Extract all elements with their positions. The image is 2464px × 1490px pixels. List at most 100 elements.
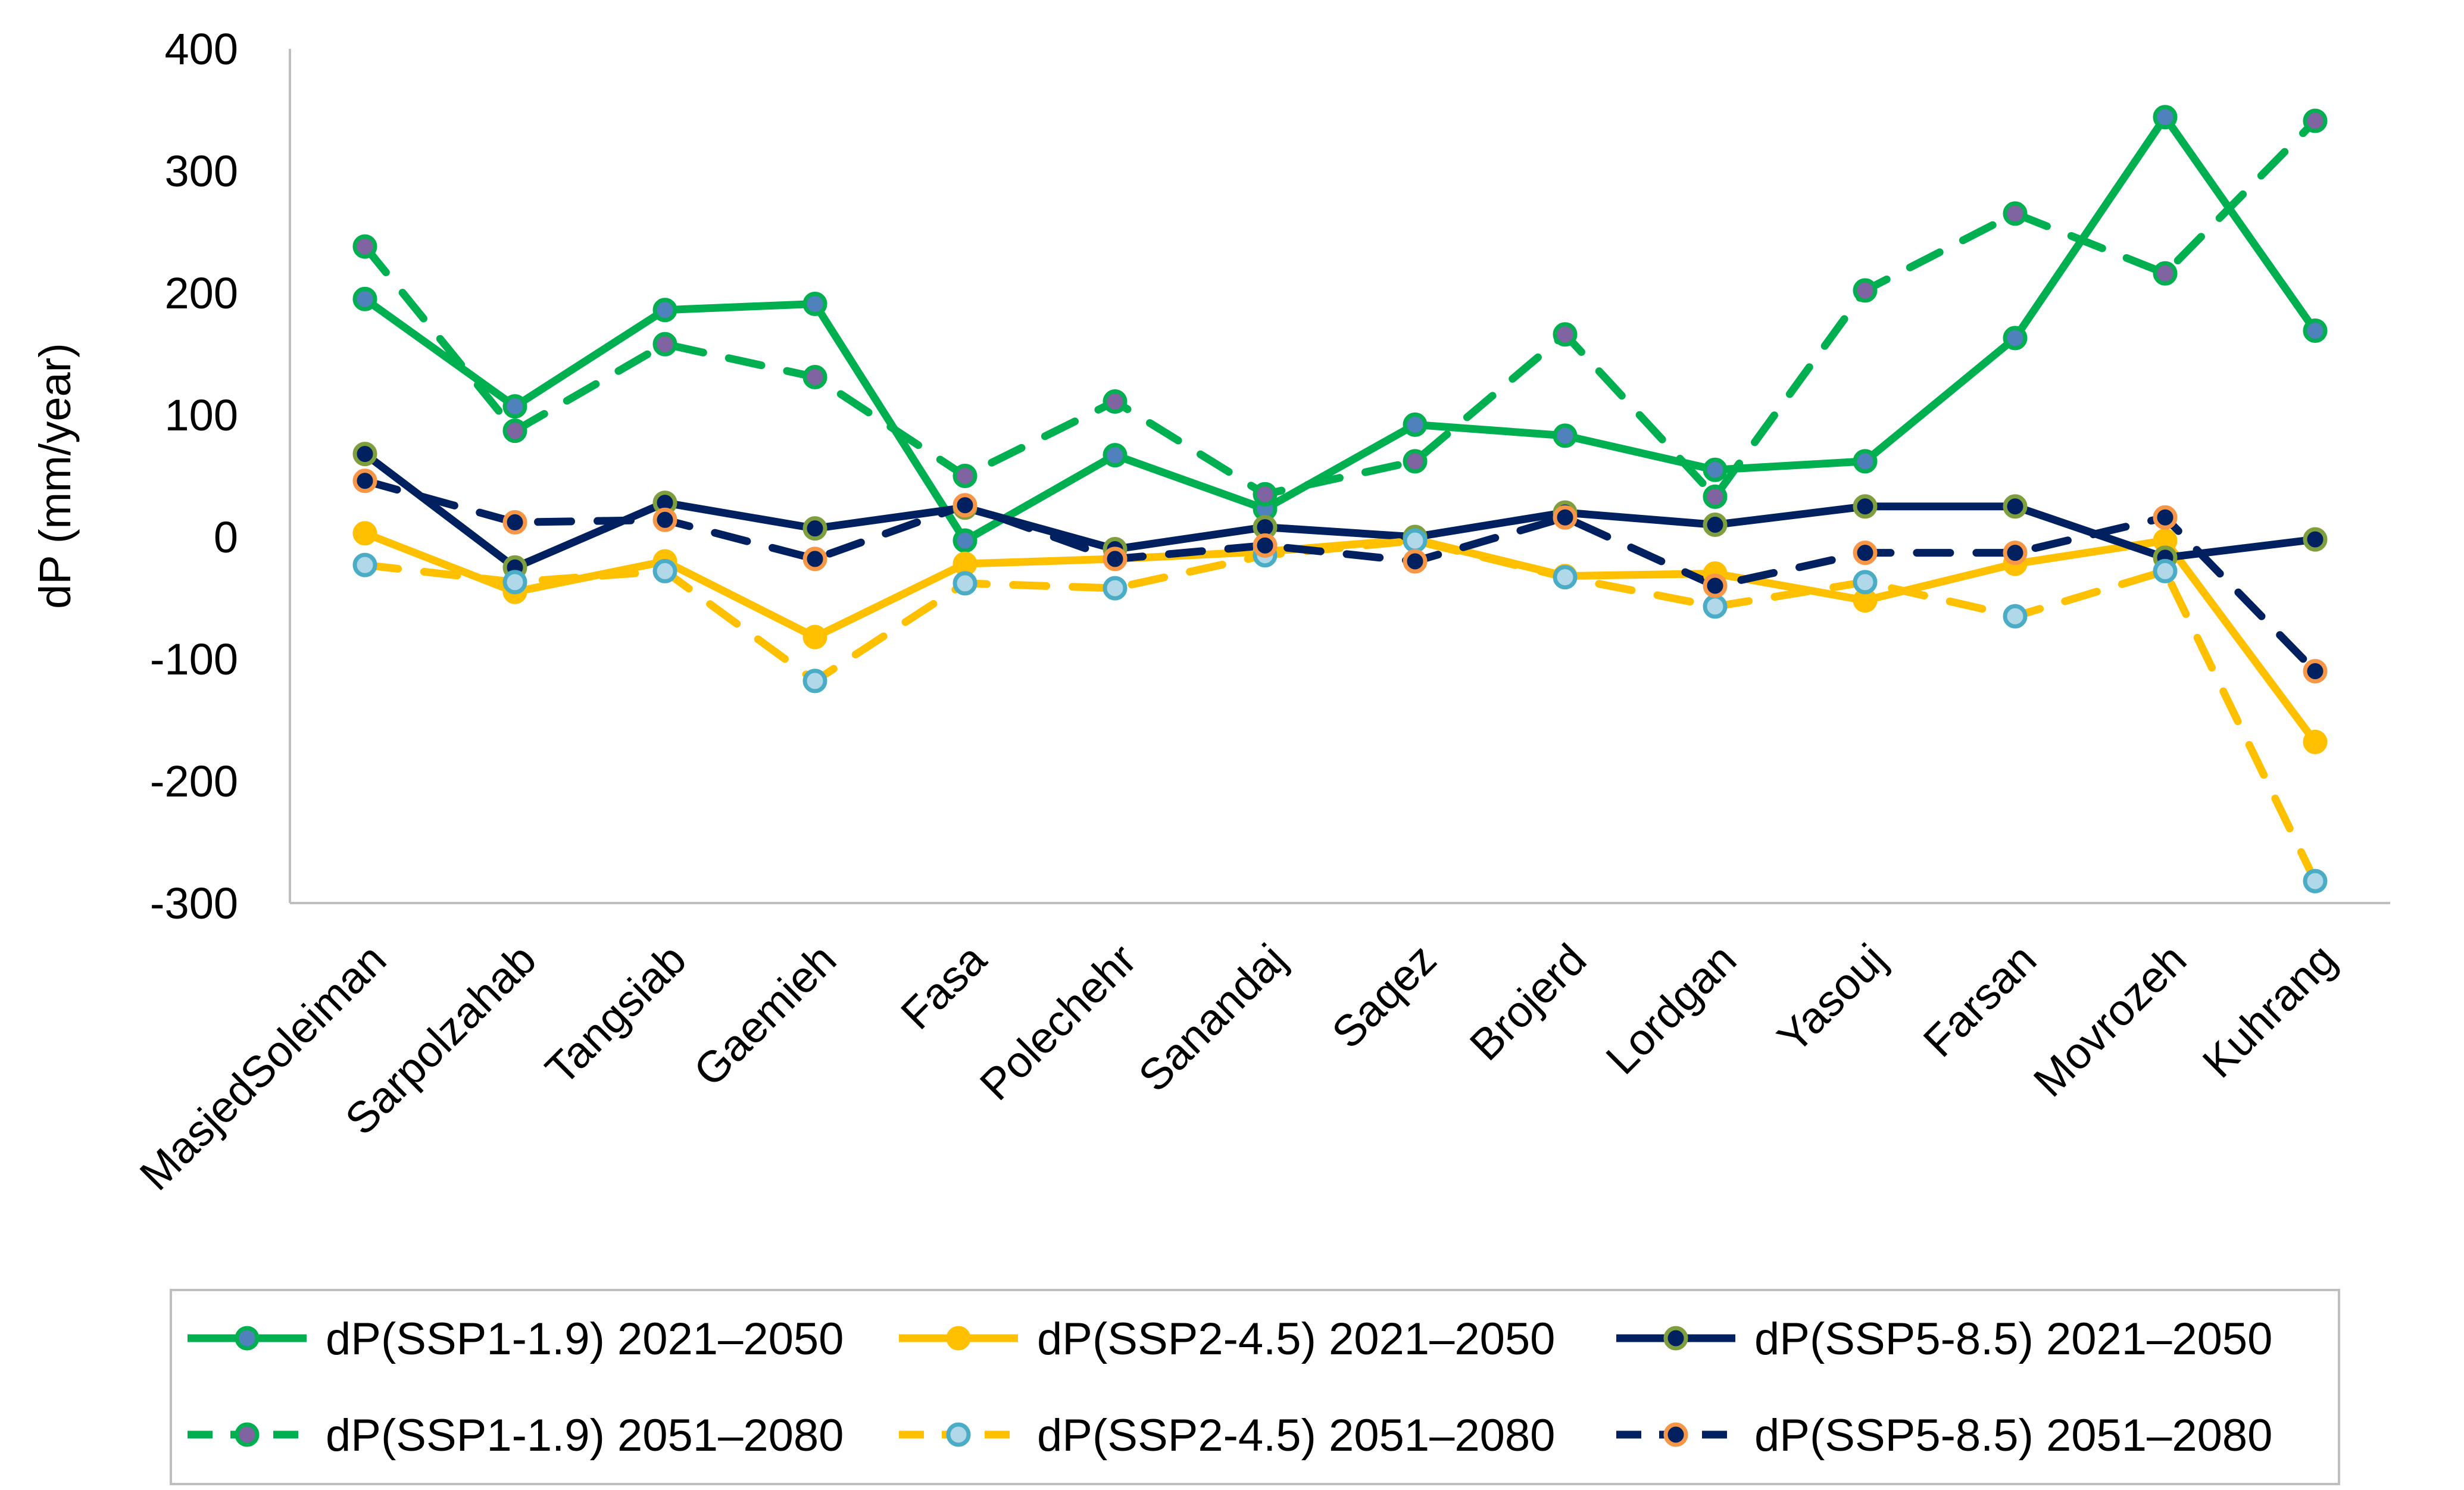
data-point [953, 528, 978, 553]
legend-marker [946, 1326, 971, 1351]
data-point [802, 546, 827, 571]
data-point [502, 570, 527, 595]
data-point [2003, 494, 2028, 519]
x-tick-label: Saqez [1322, 935, 1445, 1058]
data-point [352, 286, 377, 311]
data-point [802, 669, 827, 694]
data-point [1403, 528, 1428, 553]
data-point [2303, 318, 2328, 343]
data-point [352, 468, 377, 493]
x-tick-label: Yasouj [1768, 935, 1896, 1063]
x-tick-label: Farsan [1914, 935, 2046, 1067]
legend-marker [1663, 1326, 1688, 1351]
data-point [1103, 576, 1128, 601]
data-point [502, 418, 527, 443]
data-point [1853, 494, 1878, 519]
data-point [352, 442, 377, 467]
y-tick-label: -100 [150, 635, 238, 684]
data-point [2153, 505, 2178, 530]
data-point [652, 332, 677, 357]
y-axis-label: dP (mm/year) [30, 343, 80, 609]
data-point [2303, 527, 2328, 552]
y-axis: 400 300 200 100 0 -100 -200 -300 dP (mm/year) [30, 24, 291, 928]
data-point [1853, 541, 1878, 566]
data-point [1703, 513, 1728, 537]
data-point [2303, 869, 2328, 894]
data-point [1703, 484, 1728, 509]
data-point [953, 571, 978, 596]
data-point [1853, 278, 1878, 303]
series-line [361, 117, 2319, 501]
data-point [1103, 443, 1128, 468]
x-tick-label: Kuhrang [2193, 935, 2346, 1088]
data-point [2153, 261, 2178, 286]
x-tick-label: Fasa [891, 934, 996, 1039]
data-point [2003, 604, 2028, 629]
legend-marker [1663, 1422, 1688, 1447]
x-tick-label: Brojerd [1460, 935, 1595, 1070]
x-tick-label: Movrozeh [2024, 935, 2196, 1106]
series-line [361, 113, 2319, 545]
data-point [352, 521, 377, 546]
data-point [652, 558, 677, 583]
data-point [1253, 482, 1278, 507]
y-tick-label: -200 [150, 757, 238, 806]
data-point [652, 298, 677, 323]
legend-label: dP(SSP1-1.9) 2021–2050 [326, 1314, 844, 1364]
data-point [802, 291, 827, 316]
data-point [1853, 449, 1878, 474]
legend-marker [235, 1422, 260, 1447]
data-point [352, 234, 377, 259]
data-point [802, 516, 827, 541]
data-point [2303, 729, 2328, 754]
x-tick-label: MasjedSoleiman [130, 935, 396, 1200]
data-point [2003, 541, 2028, 566]
data-point [1403, 449, 1428, 474]
data-point [802, 364, 827, 389]
y-tick-label: -300 [150, 879, 238, 928]
data-point [502, 394, 527, 419]
data-point [1703, 573, 1728, 598]
data-point [953, 464, 978, 488]
data-point [1103, 546, 1128, 571]
data-point [1253, 533, 1278, 558]
series-layer [352, 105, 2328, 894]
legend: dP(SSP1-1.9) 2021–2050 dP(SSP2-4.5) 2021–… [188, 1314, 2272, 1461]
legend-label: dP(SSP2-4.5) 2051–2080 [1037, 1410, 1555, 1461]
legend-box [170, 1289, 2340, 1485]
data-point [1553, 322, 1578, 347]
data-point [1403, 412, 1428, 437]
data-point [2003, 201, 2028, 226]
x-tick-label: Polechehr [970, 935, 1145, 1110]
data-point [2003, 326, 2028, 351]
data-point [953, 551, 978, 576]
data-point [652, 507, 677, 532]
x-tick-label: Lordgan [1597, 935, 1746, 1084]
y-tick-label: 300 [165, 146, 238, 196]
legend-label: dP(SSP2-4.5) 2021–2050 [1037, 1314, 1555, 1364]
x-axis: MasjedSoleimanSarpolzahabTangsiabGaemieh… [130, 902, 2390, 1200]
data-point [1553, 565, 1578, 590]
x-tick-label: Sanandaj [1129, 935, 1295, 1101]
series-line [361, 536, 2319, 885]
legend-label: dP(SSP5-8.5) 2051–2080 [1754, 1410, 2272, 1461]
data-point [352, 552, 377, 577]
data-point [2153, 558, 2178, 583]
x-tick-label: Gaemieh [684, 935, 845, 1096]
legend-marker [235, 1326, 260, 1351]
data-point [2153, 105, 2178, 130]
legend-label: dP(SSP1-1.9) 2051–2080 [326, 1410, 844, 1461]
data-point [2303, 659, 2328, 683]
data-point [502, 510, 527, 535]
series-line [361, 450, 2319, 571]
y-tick-label: 200 [165, 268, 238, 318]
x-tick-label: Tangsiab [536, 935, 695, 1094]
data-point [2303, 108, 2328, 133]
data-point [1103, 389, 1128, 414]
data-point [1403, 549, 1428, 574]
data-point [802, 624, 827, 649]
data-point [1703, 457, 1728, 482]
data-point [1553, 505, 1578, 530]
data-point [953, 493, 978, 518]
data-point [1553, 423, 1578, 448]
